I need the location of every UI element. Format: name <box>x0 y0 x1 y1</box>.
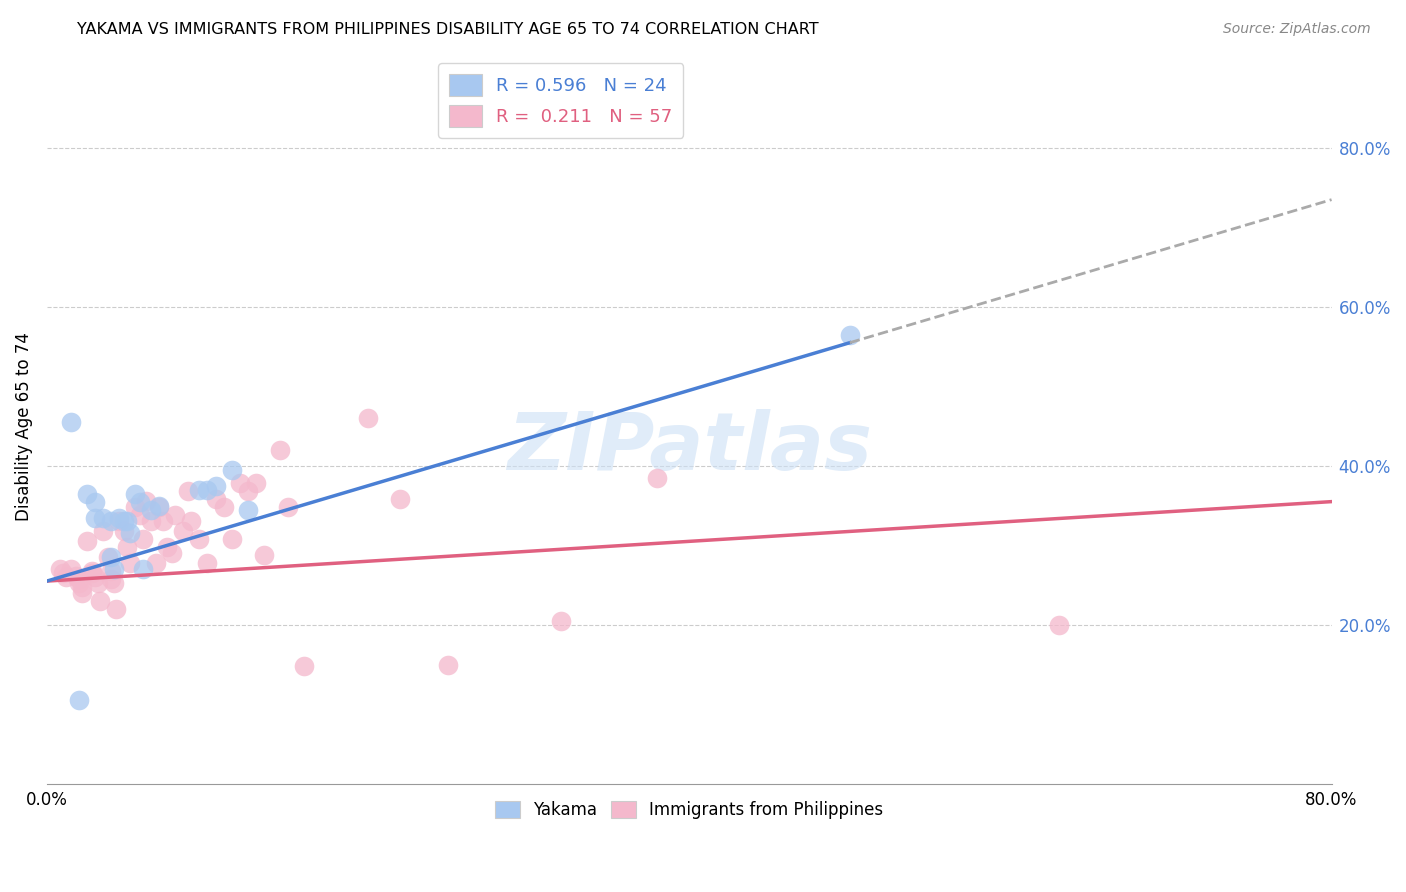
Point <box>236 502 259 516</box>
Point <box>76 534 98 549</box>
Point <box>437 657 460 672</box>
Point <box>180 515 202 529</box>
Point <box>550 614 572 628</box>
Point <box>197 556 219 570</box>
Point <box>141 515 163 529</box>
Point <box>221 463 243 477</box>
Point <box>115 540 138 554</box>
Point <box>129 494 152 508</box>
Point <box>269 442 291 457</box>
Text: Source: ZipAtlas.com: Source: ZipAtlas.com <box>1223 22 1371 37</box>
Legend: Yakama, Immigrants from Philippines: Yakama, Immigrants from Philippines <box>488 794 890 825</box>
Point <box>67 572 90 586</box>
Point <box>52 566 75 581</box>
Point <box>120 556 142 570</box>
Point <box>165 508 187 523</box>
Point <box>100 550 122 565</box>
Point <box>204 479 226 493</box>
Point <box>212 500 235 515</box>
Point <box>188 483 211 497</box>
Point <box>55 570 77 584</box>
Point <box>389 492 412 507</box>
Point <box>84 570 107 584</box>
Point <box>172 524 194 538</box>
Point <box>1047 617 1070 632</box>
Point <box>97 550 120 565</box>
Point <box>70 586 93 600</box>
Point <box>177 484 200 499</box>
Point <box>48 562 70 576</box>
Point <box>87 576 110 591</box>
Point <box>80 566 103 581</box>
Point <box>67 576 90 591</box>
Point <box>160 546 183 560</box>
Point <box>84 510 107 524</box>
Point <box>70 580 93 594</box>
Point <box>188 532 211 546</box>
Point <box>76 486 98 500</box>
Point <box>115 515 138 529</box>
Point <box>253 548 276 562</box>
Point <box>120 526 142 541</box>
Point <box>141 502 163 516</box>
Point <box>80 564 103 578</box>
Point <box>152 515 174 529</box>
Point <box>91 524 114 538</box>
Point <box>108 510 131 524</box>
Point <box>132 562 155 576</box>
Point <box>228 476 250 491</box>
Point <box>145 556 167 570</box>
Point <box>135 493 157 508</box>
Point <box>132 532 155 546</box>
Point <box>645 471 668 485</box>
Point <box>100 515 122 529</box>
Point <box>221 532 243 546</box>
Point <box>148 500 170 515</box>
Point <box>112 524 135 538</box>
Point <box>100 564 122 578</box>
Point <box>129 508 152 523</box>
Point <box>100 572 122 586</box>
Point <box>156 540 179 554</box>
Point <box>124 486 146 500</box>
Point <box>91 510 114 524</box>
Point <box>292 659 315 673</box>
Point <box>124 500 146 515</box>
Point <box>357 411 380 425</box>
Point <box>197 483 219 497</box>
Point <box>245 476 267 491</box>
Point <box>103 576 125 591</box>
Point <box>89 594 111 608</box>
Point <box>838 327 860 342</box>
Point <box>59 562 82 576</box>
Point <box>112 515 135 529</box>
Point <box>204 492 226 507</box>
Point <box>67 693 90 707</box>
Y-axis label: Disability Age 65 to 74: Disability Age 65 to 74 <box>15 332 32 521</box>
Point <box>65 568 87 582</box>
Text: ZIPatlas: ZIPatlas <box>506 409 872 486</box>
Point <box>277 500 299 515</box>
Point <box>108 515 131 529</box>
Point <box>59 415 82 429</box>
Text: YAKAMA VS IMMIGRANTS FROM PHILIPPINES DISABILITY AGE 65 TO 74 CORRELATION CHART: YAKAMA VS IMMIGRANTS FROM PHILIPPINES DI… <box>77 22 818 37</box>
Point <box>104 602 127 616</box>
Point <box>84 494 107 508</box>
Point <box>148 499 170 513</box>
Point <box>103 562 125 576</box>
Point <box>236 484 259 499</box>
